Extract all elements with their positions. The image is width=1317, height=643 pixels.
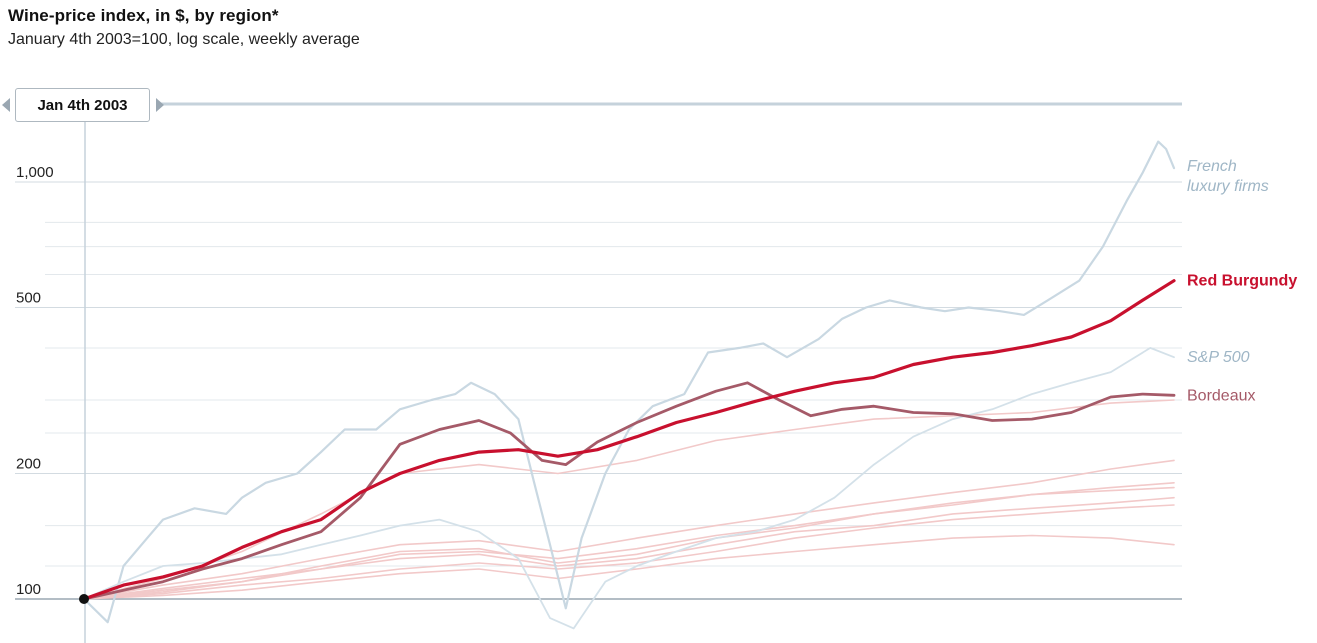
- series-line: [82, 140, 1176, 624]
- series-label: Red Burgundy: [1187, 273, 1297, 290]
- series-line-other-region: [83, 496, 1175, 600]
- series-line-other-region: [83, 399, 1175, 600]
- series-label: S&P 500: [1187, 349, 1250, 366]
- series-labels: French luxury firms Red Burgundy S&P 500 Bor…: [1187, 158, 1297, 404]
- series-line-other-region: [83, 459, 1175, 600]
- chart-title: Wine-price index, in $, by region*: [8, 6, 279, 25]
- series-line: [82, 381, 1176, 601]
- y-axis-ticks: 100 200 500 1,000: [16, 164, 54, 598]
- y-tick-label: 1,000: [16, 164, 54, 181]
- start-point-marker: [79, 594, 89, 604]
- next-date-arrow-icon[interactable]: [156, 98, 164, 112]
- series-label: Bordeaux: [1187, 387, 1256, 404]
- series-label: French: [1187, 158, 1237, 175]
- series-line: [83, 347, 1175, 630]
- y-tick-label: 500: [16, 290, 41, 307]
- y-tick-label: 100: [16, 581, 41, 598]
- series-label: luxury firms: [1187, 178, 1269, 195]
- date-control[interactable]: Jan 4th 2003: [15, 88, 150, 122]
- series-group: [82, 140, 1176, 630]
- chart-subtitle: January 4th 2003=100, log scale, weekly …: [8, 31, 360, 48]
- y-tick-label: 200: [16, 455, 41, 472]
- series-line-other-region: [83, 534, 1175, 600]
- series-line-other-region: [83, 504, 1175, 600]
- gridlines: [15, 181, 1182, 600]
- series-line-other-region: [83, 486, 1175, 600]
- series-line: [82, 279, 1176, 601]
- previous-date-arrow-icon[interactable]: [2, 98, 10, 112]
